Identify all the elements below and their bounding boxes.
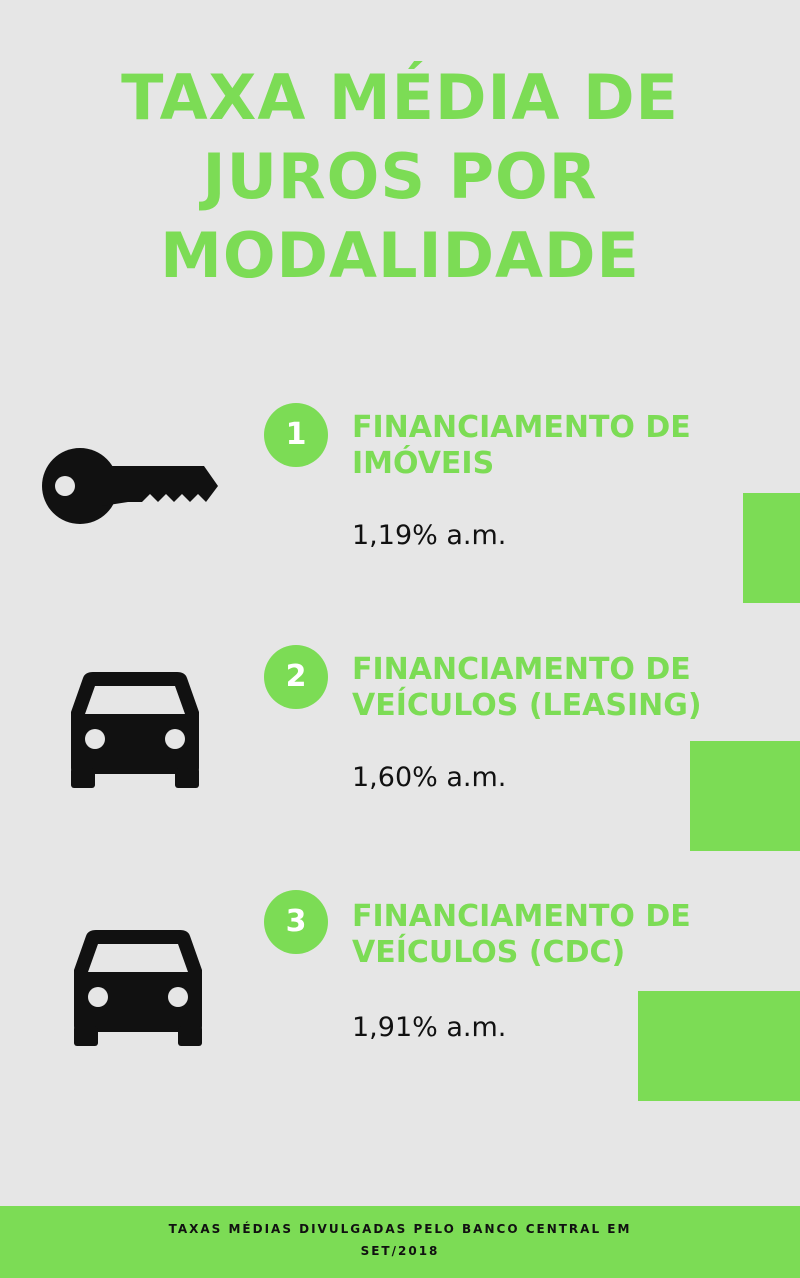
footer-band [0,1206,800,1278]
item-3-title-line-2: VEÍCULOS (CDC) [352,935,626,970]
item-2-title: FINANCIAMENTO DE VEÍCULOS (LEASING) [352,652,792,724]
item-1-title-line-1: FINANCIAMENTO DE [352,410,691,445]
item-1-rate: 1,19% a.m. [352,520,507,551]
item-2-number: 2 [264,645,328,709]
item-1-accent-bar [743,493,800,603]
item-1-title-line-2: IMÓVEIS [352,446,495,481]
car-icon [71,672,199,788]
footer-line-1: TAXAS MÉDIAS DIVULGADAS PELO BANCO CENTR… [168,1222,632,1236]
item-1-number: 1 [264,403,328,467]
item-3-accent-bar [638,991,800,1101]
title-line-3: MODALIDADE [160,219,640,292]
key-icon [42,448,218,524]
item-2-accent-bar [690,741,800,851]
item-3-number: 3 [264,890,328,954]
title-line-1: TAXA MÉDIA DE [121,61,679,134]
footer-note: TAXAS MÉDIAS DIVULGADAS PELO BANCO CENTR… [150,1218,650,1262]
item-1-title: FINANCIAMENTO DE IMÓVEIS [352,410,792,482]
title-line-2: JUROS POR [202,140,598,213]
footer-line-2: SET/2018 [360,1244,440,1258]
item-2-title-line-1: FINANCIAMENTO DE [352,652,691,687]
car-icon [74,930,202,1046]
page-title: TAXA MÉDIA DE JUROS POR MODALIDADE [0,58,800,295]
item-2-rate: 1,60% a.m. [352,762,507,793]
item-3-rate: 1,91% a.m. [352,1012,507,1043]
item-3-title: FINANCIAMENTO DE VEÍCULOS (CDC) [352,899,792,971]
item-3-title-line-1: FINANCIAMENTO DE [352,899,691,934]
item-2-title-line-2: VEÍCULOS (LEASING) [352,688,702,723]
